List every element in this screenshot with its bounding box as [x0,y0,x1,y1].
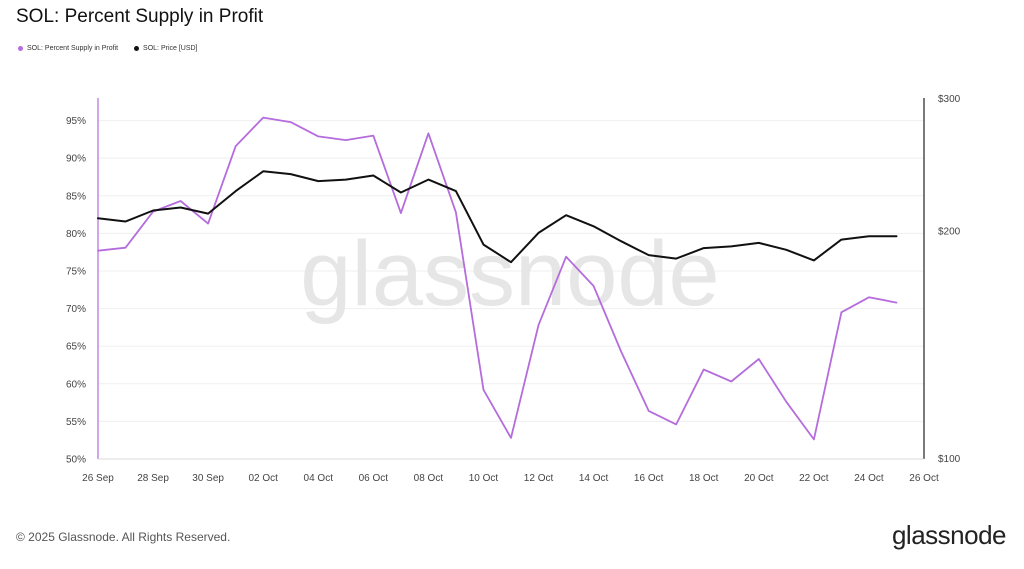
copyright-text: © 2025 Glassnode. All Rights Reserved. [16,530,231,544]
y-left-tick-labels: 50% 55% 60% 65% 70% 75% 80% 85% 90% 95% [66,116,86,465]
y-left-tick-label: 95% [66,116,86,127]
x-tick-label: 26 Sep [82,473,114,484]
x-tick-label: 06 Oct [359,473,389,484]
series-line-supply-in-profit [97,116,898,441]
y-right-tick-label: $300 [938,94,961,105]
x-tick-label: 28 Sep [137,473,169,484]
legend-label-price: SOL: Price [USD] [143,45,198,52]
chart-legend: SOL: Percent Supply in Profit SOL: Price… [18,45,198,52]
watermark-text: glassnode [300,223,719,325]
x-tick-label: 22 Oct [799,473,829,484]
x-tick-label: 08 Oct [414,473,444,484]
legend-label-supply-in-profit: SOL: Percent Supply in Profit [27,45,119,52]
x-tick-label: 14 Oct [579,473,609,484]
chart-area: glassnode 50% 55% 60% 65% 70% 75% 80% 85% 90% 95%… [66,94,961,484]
x-tick-label: 16 Oct [634,473,664,484]
chart-svg: glassnode 50% 55% 60% 65% 70% 75% 80% 85% 90% 95%… [66,94,961,484]
grid-lines [98,120,924,460]
series-line-price [97,170,898,264]
x-tick-label: 18 Oct [689,473,719,484]
x-tick-label: 24 Oct [854,473,884,484]
y-left-tick-label: 65% [66,342,86,353]
y-left-tick-label: 55% [66,417,86,428]
axes [97,98,925,460]
chart-title: SOL: Percent Supply in Profit [16,6,264,27]
legend-dot-price [134,46,140,51]
x-tick-labels: 26 Sep 28 Sep 30 Sep 02 Oct 04 Oct 06 Oct 08 O… [82,473,939,484]
series-lines [97,116,898,441]
y-right-tick-label: $200 [938,227,961,238]
x-tick-label: 12 Oct [524,473,554,484]
x-tick-label: 04 Oct [304,473,334,484]
x-tick-label: 30 Sep [192,473,224,484]
legend-dot-supply-in-profit [18,46,23,51]
y-left-tick-label: 80% [66,229,86,240]
glassnode-logo[interactable]: glassnode [891,520,1007,550]
y-left-tick-label: 85% [66,191,86,202]
y-right-tick-label: $100 [938,454,961,465]
x-tick-label: 20 Oct [744,473,774,484]
y-left-tick-label: 70% [66,304,86,315]
y-left-tick-label: 50% [66,455,86,466]
y-right-tick-labels: $100 $200 $300 [938,94,961,465]
legend-item-price[interactable]: SOL: Price [USD] [134,45,198,52]
x-tick-label: 02 Oct [248,473,278,484]
x-tick-label: 26 Oct [909,473,939,484]
x-tick-label: 10 Oct [469,473,499,484]
y-left-tick-label: 60% [66,379,86,390]
y-left-tick-label: 75% [66,266,86,277]
y-left-tick-label: 90% [66,154,86,165]
legend-item-supply-in-profit[interactable]: SOL: Percent Supply in Profit [18,45,118,52]
